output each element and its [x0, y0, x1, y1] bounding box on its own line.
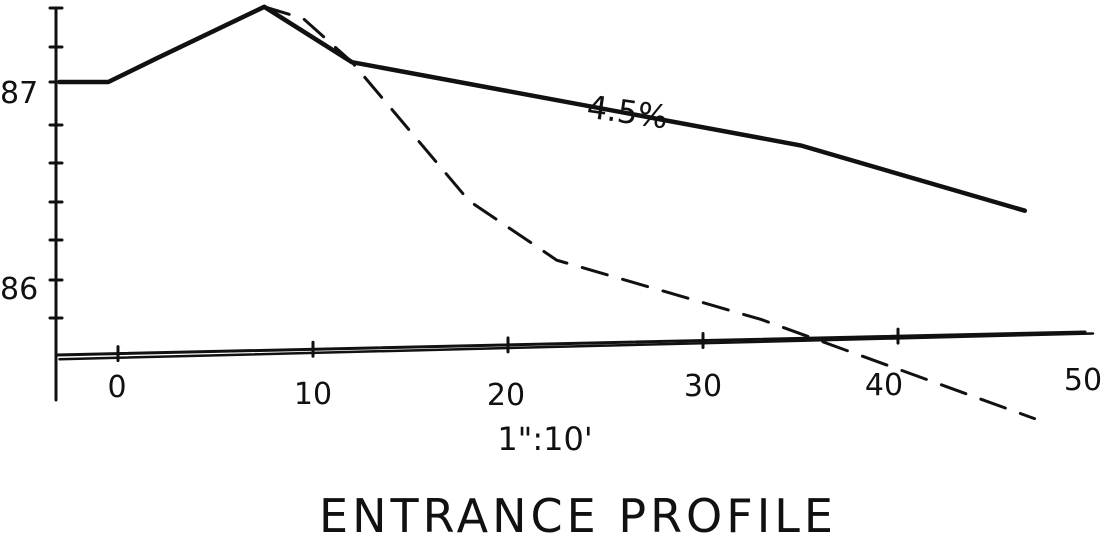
axis-ticks	[48, 6, 900, 363]
proposed-profile-solid-line	[57, 4, 1028, 213]
axes	[54, 6, 1087, 402]
x-tick-label-50: 50	[1064, 363, 1102, 398]
profile-series	[57, 4, 1095, 421]
x-tick-label-40: 40	[865, 368, 903, 403]
slope-annotation: 4.5%	[585, 88, 671, 137]
x-tick-label-10: 10	[294, 377, 332, 412]
y-tick-label-86: 86	[0, 272, 38, 307]
x-axis	[54, 330, 1087, 357]
baseline-line	[58, 332, 1095, 361]
x-tick-label-30: 30	[684, 369, 722, 404]
x-tick-label-20: 20	[487, 378, 525, 413]
y-tick-label-87: 87	[0, 76, 38, 111]
chart-title: ENTRANCE PROFILE	[319, 489, 837, 543]
existing-grade-dashed-line	[262, 5, 1036, 421]
x-axis-label: 1":10'	[497, 420, 592, 458]
x-tick-label-0: 0	[107, 370, 126, 405]
